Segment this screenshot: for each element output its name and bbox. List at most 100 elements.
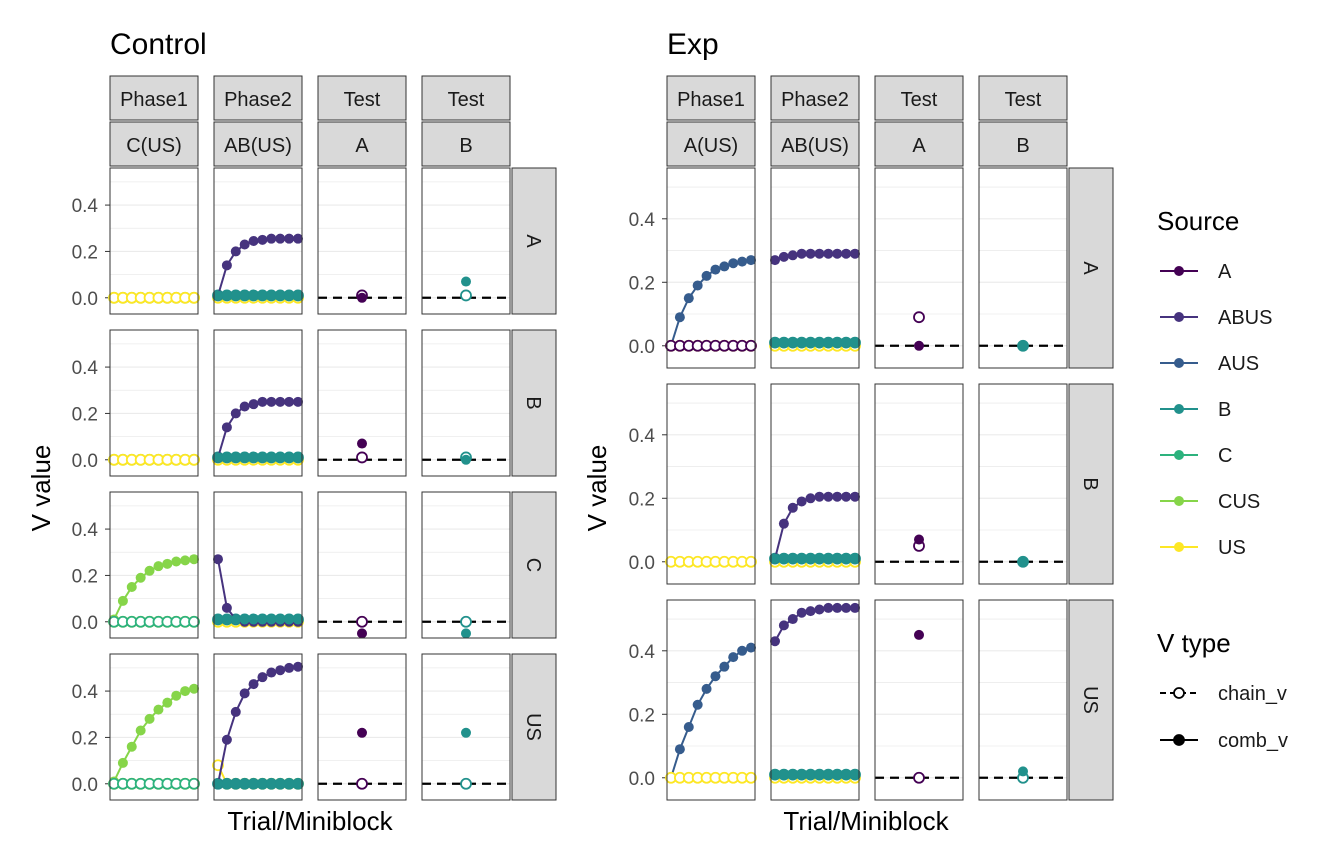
control-panel-border [317, 329, 407, 477]
exp-col-strip-label: Test [1005, 89, 1042, 111]
control-panel-border [421, 653, 511, 801]
legend-source-key-point [1174, 404, 1184, 414]
control-phase2-B-point [293, 452, 303, 463]
control-phase2-B-point [239, 452, 250, 463]
exp-phase2-B-point [805, 553, 816, 564]
control-panel-border [109, 329, 199, 477]
control-panel-bg [422, 492, 510, 638]
control-phase1-chain-C-point [188, 615, 200, 628]
exp-panel-border [666, 599, 756, 801]
control-phase1-CUS-point [135, 572, 146, 583]
control-y-tick-label: 0.0 [72, 613, 98, 634]
legend-source-label: CUS [1218, 491, 1260, 513]
exp-phase1-AUS-point [692, 699, 703, 710]
exp-phase1-AUS-point [746, 255, 756, 266]
exp-y-tick-label: 0.2 [629, 273, 655, 294]
exp-panel-border [666, 383, 756, 585]
exp-facet-grid: Phase1 A(US) Phase2 AB(US) Test A Test B A 0.0 0.2… [629, 75, 1114, 801]
exp-y-tick-label: 0.4 [629, 210, 656, 231]
exp-col-strip-label: A(US) [684, 135, 738, 157]
control-col-strip-2-0 [317, 75, 407, 121]
exp-phase2-ABUS-point [778, 620, 789, 631]
control-test-A-comb-point [357, 727, 367, 738]
exp-test-A-chain-point [913, 311, 925, 324]
control-phase2-ABUS-point [248, 236, 259, 246]
exp-col-strip-label: A [912, 135, 926, 157]
control-phase2-ABUS-point [275, 396, 286, 407]
control-phase1-CUS-point [189, 554, 199, 565]
exp-phase1-AUS-point [674, 744, 685, 755]
exp-phase2-B-point [770, 553, 780, 564]
control-phase2-ABUS-point [248, 679, 259, 690]
control-phase2-B-point [266, 778, 277, 789]
exp-phase1-AUS-point [719, 661, 730, 672]
control-test-A-chain-point [356, 615, 368, 628]
exp-phase2-B-point [787, 337, 798, 348]
control-panel-bg [110, 168, 198, 314]
control-phase1-CUS-point [180, 686, 191, 697]
exp-phase2-ABUS-point [814, 491, 825, 502]
control-phase2-ABUS-point [293, 396, 303, 407]
control-y-tick-label: 0.2 [72, 242, 98, 263]
exp-phase2-ABUS-point [823, 602, 834, 613]
legend-source-label: B [1218, 399, 1231, 421]
control-row-strip-label: A [522, 234, 544, 248]
control-col-strip-label: A [355, 135, 369, 157]
exp-y-tick-label: 0.0 [629, 769, 655, 790]
exp-phase2-ABUS-point [805, 248, 816, 259]
control-y-axis-label: V value [26, 445, 56, 532]
exp-panel-bg [667, 600, 755, 800]
control-facet-grid: Phase1 C(US) Phase2 AB(US) Test A Test B A 0.0 0.2… [72, 75, 557, 801]
control-phase2-ABUS-point [239, 401, 250, 412]
exp-phase2-B-point [778, 769, 789, 780]
control-phase2-ABUS-point [248, 399, 259, 410]
exp-phase1-AUS-point [710, 264, 721, 275]
control-phase2-ABUS-point [275, 233, 286, 244]
control-col-strip-label: Phase2 [224, 89, 292, 111]
control-panel-border [213, 167, 303, 315]
exp-panel-border [874, 599, 964, 801]
control-phase2-B-point [257, 290, 268, 301]
exp-test-A-chain-point [913, 771, 925, 784]
exp-phase2-B-point [814, 769, 825, 780]
control-phase2-B-point [266, 452, 277, 463]
control-phase2-B-point [221, 778, 232, 789]
control-phase2-ABUS-point [266, 396, 277, 407]
exp-title: Exp [667, 28, 719, 61]
control-phase2-B-point [293, 290, 303, 301]
exp-col-strip-1-0 [770, 75, 860, 121]
control-col-strip-label: Test [344, 89, 381, 111]
control-panel-border [213, 653, 303, 801]
control-panel-bg [422, 654, 510, 800]
exp-phase2-B-point [796, 553, 807, 564]
control-y-tick-label: 0.2 [72, 566, 98, 587]
control-phase2-B-point [284, 290, 295, 301]
control-phase1-CUS-point [135, 725, 146, 736]
exp-row-strip-2 [1068, 599, 1114, 801]
exp-phase2-B-point [850, 553, 860, 564]
legend-source-key-point [1174, 266, 1184, 276]
control-phase2-B-point [248, 290, 259, 301]
exp-phase2-B-point [796, 769, 807, 780]
control-phase2-ABUS-point [257, 396, 268, 407]
control-phase2-B-point [213, 290, 223, 301]
exp-phase2-ABUS-point [832, 602, 843, 613]
exp-y-tick-label: 0.2 [629, 489, 655, 510]
control-col-strip-label: B [459, 135, 472, 157]
exp-row-strip-0 [1068, 167, 1114, 369]
control-panel-bg [214, 492, 302, 638]
control-col-strip-2-1 [317, 121, 407, 167]
exp-panel-border [770, 599, 860, 801]
exp-col-strip-3-0 [978, 75, 1068, 121]
control-phase1-CUS-point [153, 704, 164, 715]
control-phase2-B-point [239, 290, 250, 301]
exp-phase2-ABUS-point [805, 493, 816, 504]
control-phase2-B-point [221, 614, 232, 625]
exp-panel-bg [875, 168, 963, 368]
exp-phase2-B-point [841, 553, 852, 564]
exp-phase1-chain-A-point [745, 339, 757, 352]
control-phase2-B-point [239, 778, 250, 789]
exp-phase1-AUS-point [719, 261, 730, 272]
control-phase1-CUS-point [144, 713, 155, 724]
exp-panel-bg [771, 168, 859, 368]
